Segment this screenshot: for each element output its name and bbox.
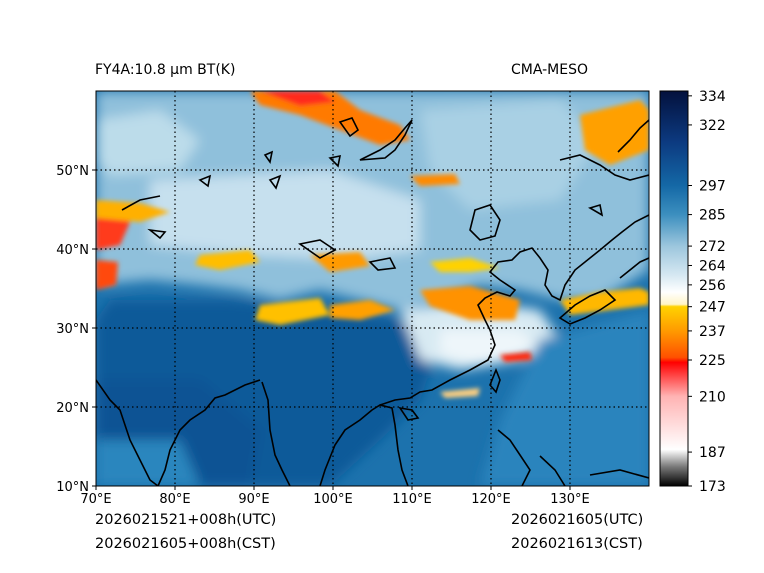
init-time-cst: 2026021605+008h(CST) bbox=[95, 536, 276, 552]
init-time-utc: 2026021521+008h(UTC) bbox=[95, 512, 277, 528]
colorbar-label: 297 bbox=[699, 179, 726, 195]
brightness-temperature-field bbox=[96, 91, 649, 486]
colorbar-label: 187 bbox=[699, 445, 726, 461]
lon-label-130: 130°E bbox=[550, 492, 590, 507]
product-title: FY4A:10.8 μm BT(K) bbox=[95, 62, 236, 78]
model-title: CMA-MESO bbox=[511, 62, 589, 78]
colorbar-label: 322 bbox=[699, 118, 726, 134]
map-frame bbox=[95, 90, 650, 487]
colorbar bbox=[659, 90, 689, 487]
colorbar-label: 256 bbox=[699, 278, 726, 294]
colorbar-label: 264 bbox=[699, 258, 726, 274]
lon-label-80: 80°E bbox=[159, 492, 190, 507]
lat-label-50: 50°N bbox=[56, 164, 89, 179]
colorbar-ticks bbox=[688, 95, 692, 487]
colorbar-label: 173 bbox=[699, 479, 726, 495]
lat-label-10: 10°N bbox=[56, 480, 89, 495]
longitude-ticks bbox=[95, 486, 571, 490]
colorbar-label: 247 bbox=[699, 300, 726, 316]
colorbar-labels: 334 322 297 285 272 264 256 247 237 225 … bbox=[699, 89, 726, 495]
colorbar-label: 210 bbox=[699, 389, 726, 405]
lat-label-30: 30°N bbox=[56, 322, 89, 337]
lon-label-120: 120°E bbox=[471, 492, 511, 507]
coastlines bbox=[96, 117, 649, 486]
colorbar-label: 334 bbox=[699, 89, 726, 105]
latitude-ticks bbox=[92, 169, 96, 487]
colorbar-label: 237 bbox=[699, 324, 726, 340]
colorbar-label: 225 bbox=[699, 353, 726, 369]
lon-label-110: 110°E bbox=[392, 492, 432, 507]
valid-time-cst: 2026021613(CST) bbox=[511, 536, 643, 552]
lon-label-70: 70°E bbox=[80, 492, 111, 507]
lon-label-100: 100°E bbox=[313, 492, 353, 507]
lon-label-90: 90°E bbox=[238, 492, 269, 507]
colorbar-label: 272 bbox=[699, 239, 726, 255]
valid-time-utc: 2026021605(UTC) bbox=[511, 512, 644, 528]
lat-label-40: 40°N bbox=[56, 243, 89, 258]
lat-label-20: 20°N bbox=[56, 401, 89, 416]
colorbar-label: 285 bbox=[699, 208, 726, 224]
graticule bbox=[96, 91, 649, 486]
